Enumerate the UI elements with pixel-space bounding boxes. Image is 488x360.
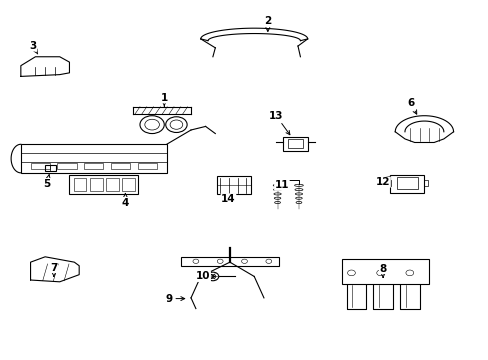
Text: 5: 5 [43, 175, 51, 189]
Text: 13: 13 [268, 111, 289, 135]
Bar [423, 180, 427, 186]
Bar [137, 163, 157, 169]
Bar [181, 257, 278, 266]
Text: 3: 3 [29, 41, 38, 54]
Bar [106, 178, 118, 191]
Bar [21, 144, 166, 173]
Bar [283, 137, 307, 152]
Text: 14: 14 [221, 194, 235, 204]
Bar [74, 178, 86, 191]
Bar [45, 165, 56, 171]
Text: 7: 7 [50, 262, 58, 276]
Bar [84, 163, 103, 169]
Text: 8: 8 [379, 264, 386, 277]
Bar [341, 258, 428, 284]
Text: 4: 4 [122, 194, 129, 207]
Bar [30, 163, 50, 169]
Bar [389, 175, 424, 193]
Bar [57, 163, 77, 169]
Text: 2: 2 [264, 16, 271, 31]
Text: 1: 1 [161, 93, 167, 106]
Text: 6: 6 [407, 98, 416, 114]
Bar [122, 178, 134, 191]
Bar [216, 176, 250, 194]
Bar [111, 163, 130, 169]
Text: 10: 10 [196, 271, 214, 282]
Bar [69, 175, 137, 194]
Text: 12: 12 [375, 176, 389, 187]
Bar [386, 180, 390, 186]
Bar [396, 177, 417, 189]
Bar [90, 178, 102, 191]
Text: 9: 9 [165, 294, 184, 303]
Text: 11: 11 [274, 180, 288, 190]
Bar [287, 139, 302, 148]
